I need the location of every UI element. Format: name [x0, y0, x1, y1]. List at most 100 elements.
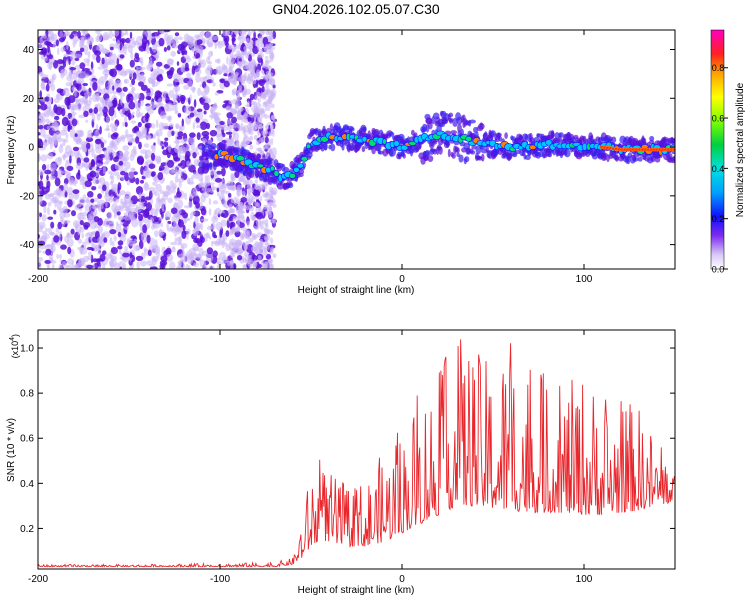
noise-speckle: [119, 42, 123, 51]
ridge-core: [213, 153, 220, 160]
x-tick-label: -100: [210, 574, 230, 585]
noise-speckle: [112, 38, 117, 42]
colorbar-tick-label: 0.8: [712, 63, 725, 73]
ridge-halo: [448, 117, 454, 123]
noise-speckle: [47, 36, 55, 43]
ridge-halo: [602, 152, 608, 157]
noise-speckle: [46, 180, 51, 189]
noise-speckle: [205, 31, 213, 40]
noise-speckle: [225, 131, 233, 135]
noise-speckle: [195, 253, 203, 260]
noise-speckle: [44, 259, 52, 264]
noise-speckle: [44, 244, 52, 248]
noise-speckle: [236, 53, 241, 59]
noise-speckle: [269, 229, 274, 235]
noise-speckle: [114, 30, 120, 37]
noise-speckle: [38, 66, 43, 74]
noise-speckle: [67, 198, 73, 208]
noise-speckle: [138, 45, 146, 52]
noise-speckle: [227, 119, 232, 125]
noise-speckle: [50, 83, 56, 92]
noise-speckle: [251, 100, 255, 106]
noise-speckle: [183, 138, 190, 142]
noise-speckle: [60, 216, 63, 225]
noise-speckle: [259, 108, 266, 114]
noise-speckle: [145, 95, 152, 100]
noise-speckle: [228, 208, 233, 214]
noise-speckle: [241, 140, 246, 146]
ridge-halo: [297, 172, 304, 178]
noise-speckle: [241, 233, 246, 239]
noise-speckle: [252, 189, 259, 196]
noise-speckle: [52, 41, 56, 49]
noise-speckle: [61, 108, 66, 117]
noise-speckle: [192, 122, 196, 130]
noise-speckle: [62, 261, 67, 266]
noise-speckle: [85, 164, 89, 171]
noise-speckle: [247, 31, 252, 37]
noise-speckle: [149, 101, 156, 110]
noise-speckle: [200, 218, 209, 222]
noise-speckle: [200, 208, 207, 216]
noise-speckle: [256, 69, 261, 75]
noise-speckle: [145, 116, 149, 123]
noise-speckle: [202, 190, 210, 199]
noise-speckle: [68, 150, 75, 158]
noise-speckle: [157, 77, 160, 82]
noise-speckle: [224, 190, 230, 195]
noise-speckle: [54, 177, 61, 187]
snr-series-line: [38, 339, 675, 569]
noise-speckle: [202, 95, 209, 100]
noise-speckle: [72, 39, 76, 48]
noise-speckle: [169, 261, 176, 269]
noise-speckle: [124, 150, 130, 156]
noise-speckle: [59, 30, 63, 39]
noise-speckle: [197, 87, 202, 97]
noise-speckle: [186, 35, 194, 45]
noise-speckle: [270, 246, 274, 252]
noise-speckle: [262, 36, 269, 46]
noise-speckle: [90, 198, 95, 203]
noise-speckle: [177, 187, 180, 195]
noise-speckle: [68, 176, 75, 186]
noise-speckle: [77, 30, 81, 39]
noise-speckle: [232, 80, 237, 86]
ridge-halo: [450, 130, 458, 135]
noise-speckle: [219, 78, 225, 84]
noise-speckle: [272, 253, 277, 259]
noise-speckle: [196, 124, 201, 129]
noise-speckle: [157, 172, 164, 181]
noise-speckle: [180, 242, 188, 249]
ridge-core: [300, 156, 309, 162]
noise-speckle: [236, 220, 241, 226]
noise-speckle: [178, 259, 183, 267]
noise-speckle: [93, 216, 100, 223]
noise-speckle: [138, 192, 142, 202]
noise-speckle: [244, 111, 249, 117]
noise-speckle: [145, 169, 152, 179]
ridge-halo: [361, 146, 366, 153]
ridge-halo: [466, 148, 471, 155]
svg-text:(x104): (x104): [9, 334, 20, 358]
ridge-halo: [422, 123, 428, 133]
noise-speckle: [159, 216, 163, 221]
ridge-core: [296, 163, 305, 169]
noise-speckle: [192, 187, 198, 194]
noise-speckle: [231, 116, 237, 124]
noise-speckle: [151, 224, 156, 230]
noise-speckle: [206, 247, 214, 255]
noise-speckle: [122, 145, 130, 151]
noise-speckle: [107, 80, 112, 88]
noise-speckle: [71, 60, 76, 66]
noise-speckle: [95, 145, 103, 154]
noise-speckle: [86, 142, 91, 150]
noise-speckle: [59, 253, 62, 260]
noise-speckle: [265, 74, 270, 80]
ridge-halo: [672, 138, 675, 143]
noise-speckle: [236, 57, 239, 62]
noise-speckle: [65, 82, 73, 87]
noise-speckle: [187, 255, 194, 265]
noise-speckle: [219, 196, 225, 200]
noise-speckle: [245, 38, 250, 44]
noise-speckle: [215, 221, 223, 231]
